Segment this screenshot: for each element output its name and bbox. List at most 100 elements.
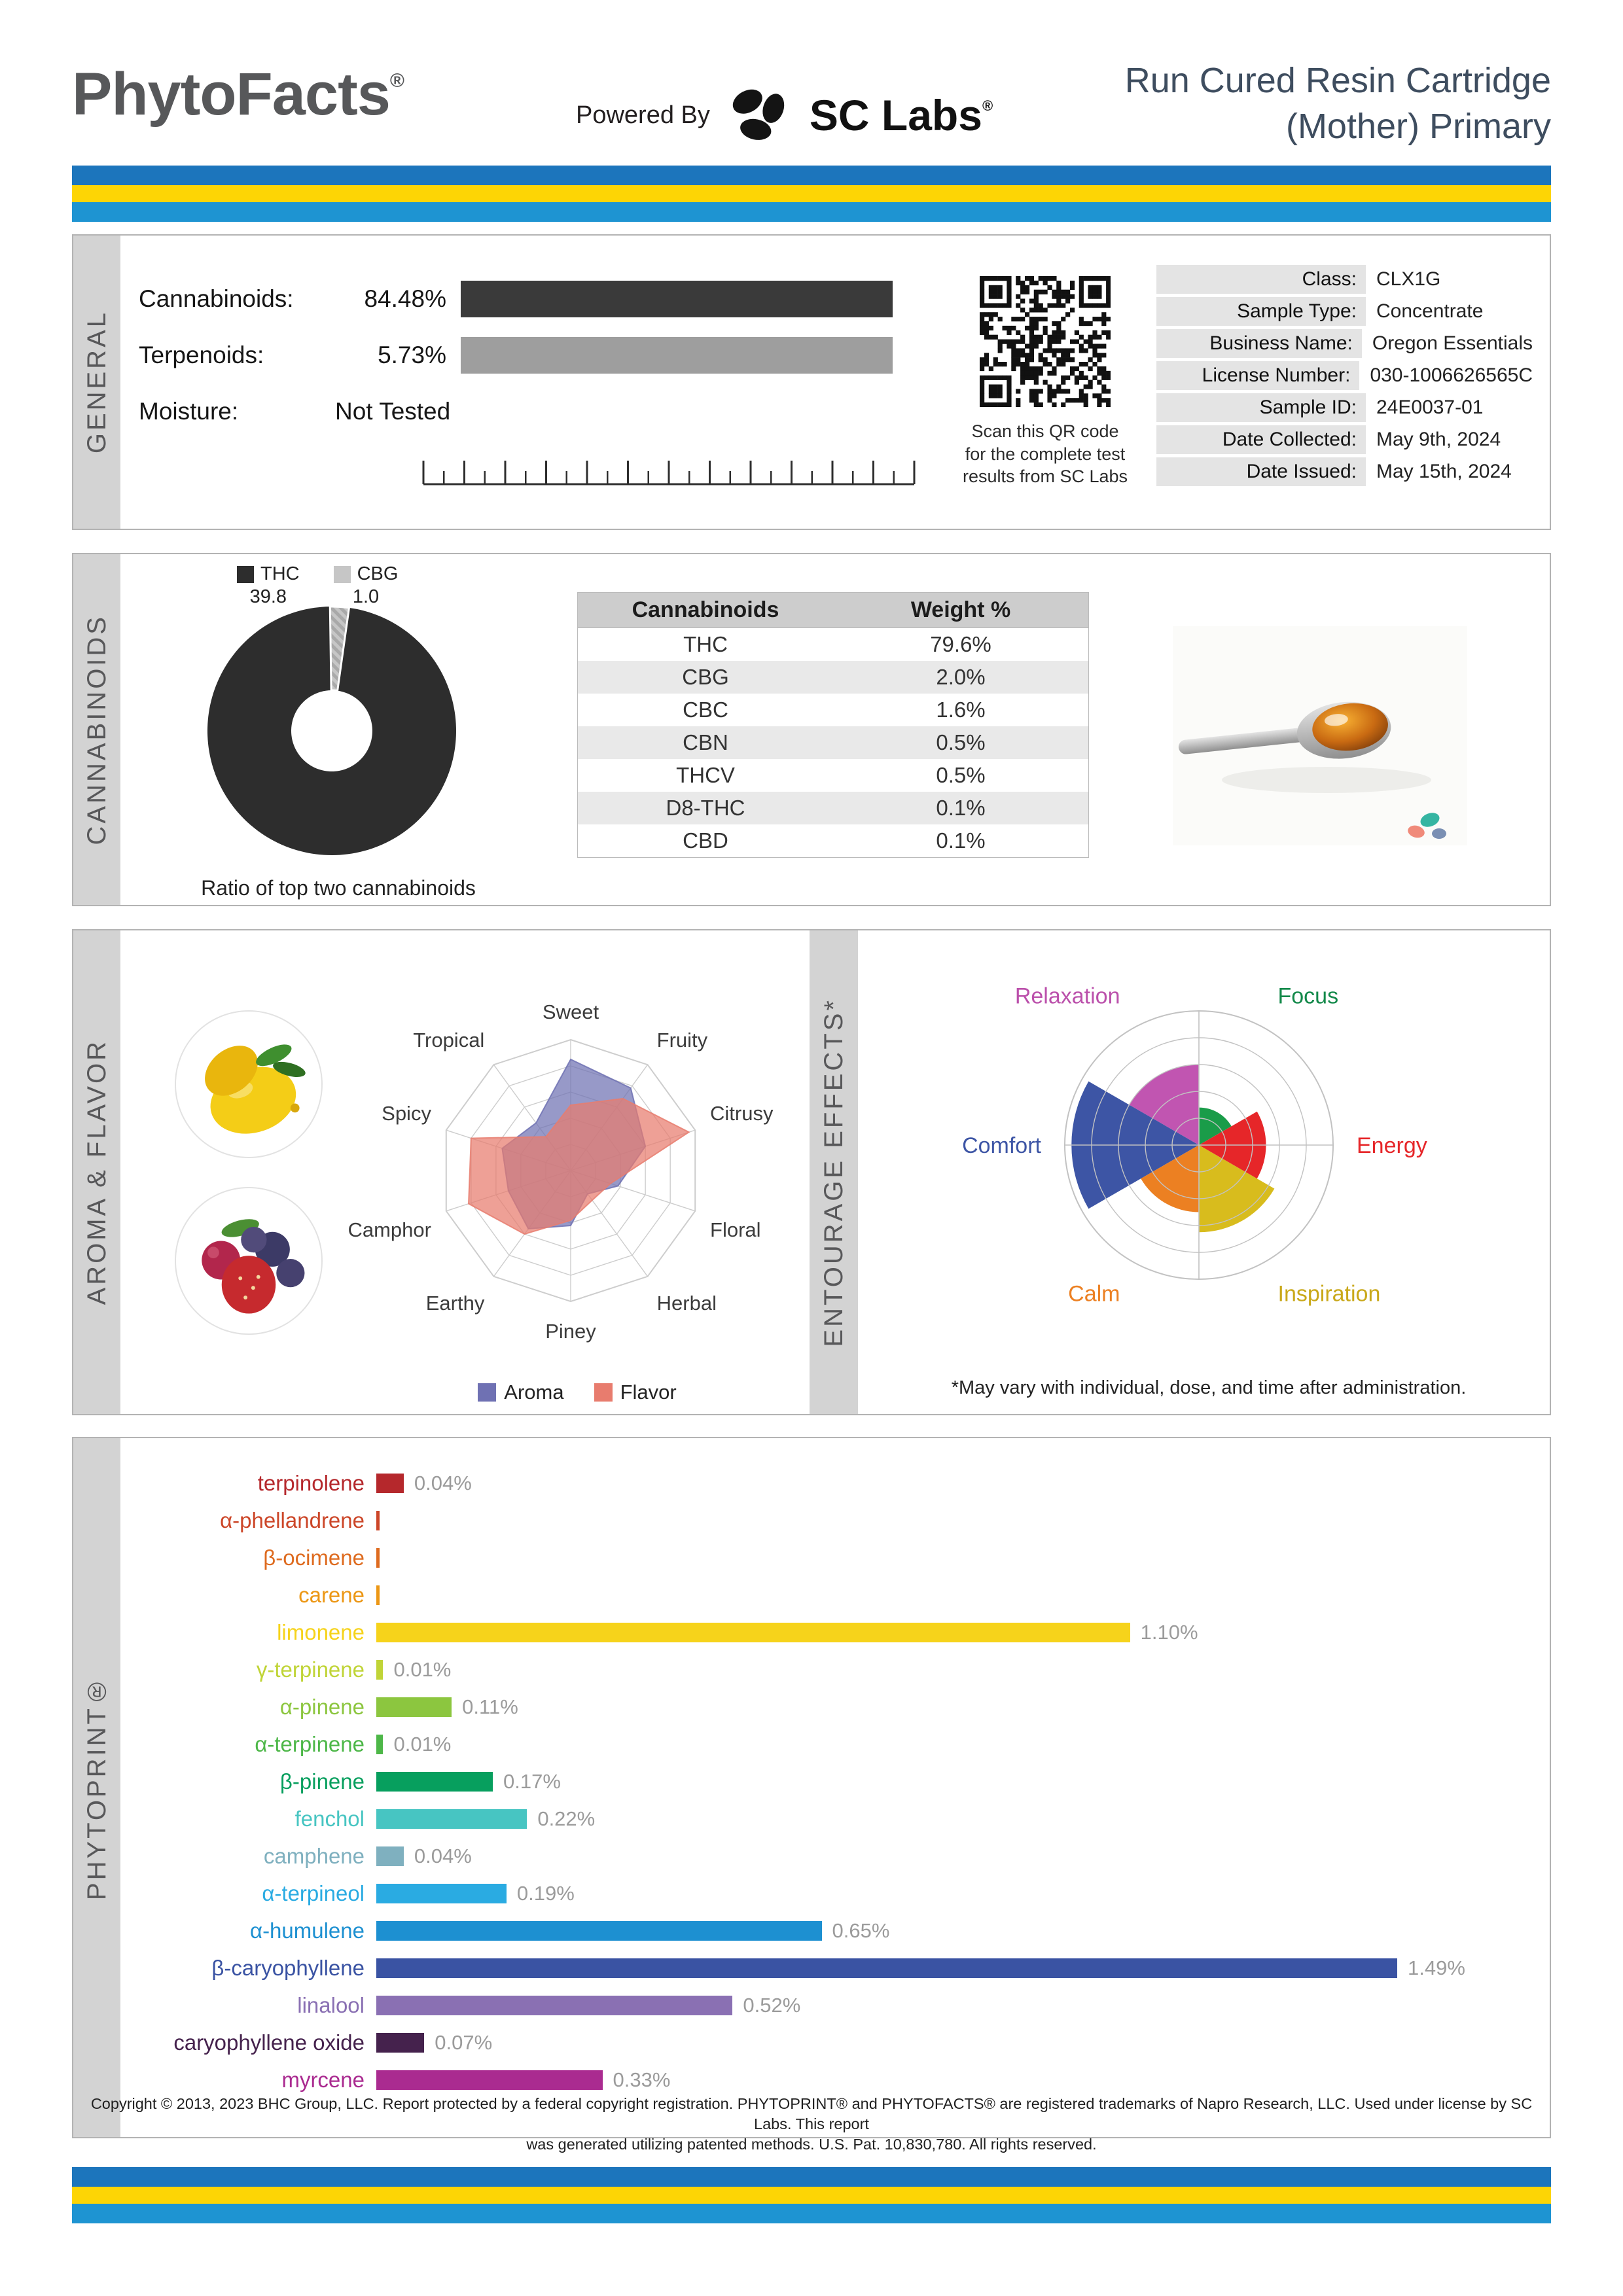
radar-chart: Sweet Fruity Citrusy Floral Herbal Piney Earth… (348, 1000, 774, 1343)
terpene-bar (376, 1510, 380, 1530)
terpene-label: limonene (277, 1619, 365, 1644)
terpene-row: γ-terpinene 0.01% (126, 1651, 1546, 1688)
terpene-row: β-pinene 0.17% (126, 1763, 1546, 1800)
terpene-label: camphene (263, 1843, 365, 1868)
terpene-label: terpinolene (257, 1470, 365, 1495)
table-row: THCV 0.5% (578, 759, 1088, 792)
terpene-bar (376, 1622, 1130, 1642)
stripe-blue-light (72, 202, 1551, 222)
svg-text:Floral: Floral (710, 1218, 761, 1241)
info-label: Sample ID: (1156, 393, 1366, 422)
info-row: Business Name: Oregon Essentials (1156, 329, 1533, 358)
powered-by-group: Powered By SC Labs® (576, 76, 993, 154)
qr-caption: Scan this QR code for the complete test … (962, 421, 1128, 487)
legend-label: Flavor (620, 1381, 677, 1404)
terpene-value: 0.19% (516, 1881, 575, 1905)
terpene-value: 0.04% (414, 1844, 472, 1867)
table-cell: THC (683, 632, 728, 656)
terpene-label: β-pinene (279, 1769, 365, 1793)
stripe-blue (72, 166, 1551, 185)
donut-legend: THC 39.8 CBG 1.0 (237, 563, 398, 608)
terpene-label: γ-terpinene (256, 1657, 365, 1682)
table-cell: 79.6% (930, 632, 991, 656)
table-cell: 0.1% (936, 828, 986, 853)
terpene-label: α-pinene (279, 1694, 365, 1719)
info-row: Date Collected: May 9th, 2024 (1156, 425, 1533, 454)
info-label: Date Issued: (1156, 457, 1366, 486)
terpene-row: α-phellandrene (126, 1502, 1546, 1539)
terpene-row: α-terpineol 0.19% (126, 1875, 1546, 1912)
table-row: THC 79.6% (578, 628, 1088, 661)
svg-text:Herbal: Herbal (657, 1292, 717, 1315)
qr-code (980, 276, 1111, 407)
sclabs-wordmark: SC Labs® (809, 91, 993, 139)
cannabinoids-section-label: CANNABINOIDS (73, 554, 120, 905)
terpene-row: α-humulene 0.65% (126, 1912, 1546, 1949)
terpene-value: 0.04% (414, 1471, 472, 1494)
legend-label: Aroma (504, 1381, 564, 1404)
donut-chart (207, 605, 456, 855)
copyright-text: Copyright © 2013, 2023 BHC Group, LLC. R… (90, 2095, 1533, 2153)
info-value: CLX1G (1376, 268, 1441, 290)
stat-bar (461, 281, 893, 317)
info-label: License Number: (1156, 361, 1360, 390)
terpene-row: α-pinene 0.11% (126, 1688, 1546, 1725)
stat-label: Terpenoids: (139, 342, 264, 368)
svg-text:Fruity: Fruity (657, 1029, 708, 1051)
terpene-bar (376, 1659, 383, 1680)
report-title: Run Cured Resin Cartridge (Mother) Prima… (1125, 58, 1551, 149)
info-label: Sample Type: (1156, 297, 1366, 326)
legend-item: CBG 1.0 (333, 563, 398, 608)
terpene-bar (376, 2032, 425, 2053)
terpene-label: α-terpinene (255, 1731, 365, 1756)
info-row: Date Issued: May 15th, 2024 (1156, 457, 1533, 486)
info-row: Sample ID: 24E0037-01 (1156, 393, 1533, 422)
info-label: Business Name: (1156, 329, 1362, 358)
terpene-bar (376, 1771, 493, 1792)
legend-item: Flavor (594, 1381, 677, 1404)
svg-text:Sweet: Sweet (543, 1000, 599, 1023)
terpene-bar (376, 1585, 380, 1605)
thc-swatch (237, 565, 254, 583)
info-value: Concentrate (1376, 300, 1484, 322)
stat-row: Cannabinoids: 84.48% (139, 279, 893, 319)
legend-item: THC 39.8 (237, 563, 300, 608)
stat-label: Cannabinoids: (139, 285, 294, 312)
product-photo (1173, 626, 1467, 845)
terpene-row: limonene 1.10% (126, 1614, 1546, 1651)
terpene-value: 0.07% (435, 2030, 493, 2054)
top-color-stripes (72, 166, 1551, 222)
terpene-value: 0.01% (393, 1657, 452, 1681)
cbg-swatch (333, 565, 351, 583)
stat-value: 84.48% (364, 285, 447, 312)
svg-text:Comfort: Comfort (962, 1133, 1041, 1158)
table-row: CBC 1.6% (578, 694, 1088, 726)
info-row: Class: CLX1G (1156, 265, 1533, 294)
terpene-row: β-caryophyllene 1.49% (126, 1949, 1546, 1987)
terpene-row: fenchol 0.22% (126, 1800, 1546, 1837)
terpene-label: fenchol (294, 1806, 365, 1831)
table-cell: CBN (683, 730, 728, 754)
info-row: License Number: 030-1006626565C (1156, 361, 1533, 390)
dab-tool-image (1173, 626, 1467, 845)
terpene-label: myrcene (281, 2067, 365, 2092)
scale-ruler (422, 461, 916, 486)
terpene-value: 0.17% (503, 1769, 561, 1793)
bottom-color-stripes (72, 2167, 1551, 2223)
svg-text:Energy: Energy (1357, 1133, 1427, 1158)
terpene-row: β-ocimene (126, 1539, 1546, 1576)
stripe-blue (72, 2167, 1551, 2187)
terpene-bar (376, 1883, 507, 1903)
svg-text:Earthy: Earthy (426, 1292, 485, 1315)
aroma-flavor-section: AROMA & FLAVOR (72, 929, 1551, 1415)
svg-text:Camphor: Camphor (348, 1218, 431, 1241)
terpene-bar (376, 1809, 527, 1829)
table-cell: CBC (683, 698, 728, 722)
terpene-value: 0.52% (743, 1993, 801, 2017)
stripe-yellow (72, 185, 1551, 202)
table-header-row: Cannabinoids Weight % (578, 593, 1088, 628)
table-cell: 0.1% (936, 796, 986, 820)
terpene-value: 0.22% (537, 1807, 596, 1830)
column-header: Cannabinoids (632, 597, 779, 622)
